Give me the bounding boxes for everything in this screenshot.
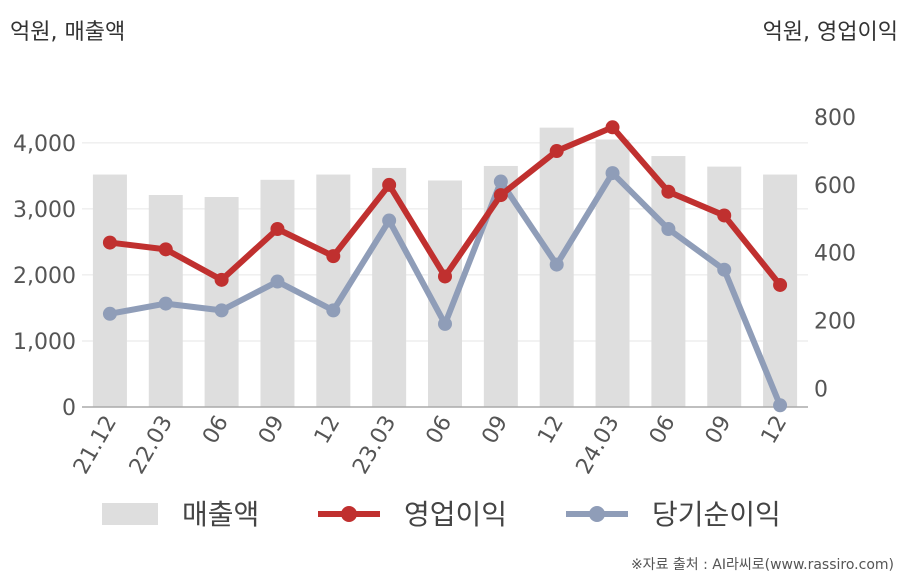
legend-label: 당기순이익	[652, 498, 781, 531]
net-income-point	[717, 262, 732, 277]
legend: 매출액 영업이익 당기순이익	[102, 498, 781, 531]
right-tick-label: 200	[814, 310, 856, 335]
operating-profit-point	[382, 177, 397, 192]
revenue-bar	[707, 166, 742, 407]
legend-marker	[589, 506, 605, 522]
operating-profit-point	[326, 249, 341, 264]
revenue-bar	[92, 174, 127, 407]
net-income-point	[102, 306, 117, 321]
x-tick-label: 12	[757, 412, 793, 449]
x-tick-label: 09	[477, 412, 513, 449]
x-tick-label: 22.03	[125, 412, 178, 479]
net-income-point	[158, 296, 173, 311]
x-tick-label: 06	[198, 412, 234, 449]
x-tick-label: 06	[422, 412, 458, 449]
operating-profit-point	[773, 277, 788, 292]
right-tick-label: 600	[814, 174, 856, 199]
left-tick-label: 4,000	[13, 132, 76, 157]
left-axis-unit-label: 억원, 매출액	[10, 20, 126, 45]
net-income-point	[493, 174, 508, 189]
legend-item: 매출액	[102, 498, 259, 531]
right-axis-unit-label: 억원, 영업이익	[762, 20, 898, 45]
legend-item: 당기순이익	[566, 498, 781, 531]
x-tick-label: 09	[254, 412, 290, 449]
net-income-point	[438, 316, 452, 331]
operating-profit-point	[214, 272, 229, 287]
left-tick-label: 3,000	[13, 198, 76, 223]
x-tick-label: 21.12	[69, 412, 122, 479]
legend-label: 매출액	[182, 498, 259, 531]
net-income-point	[270, 274, 285, 289]
net-income-point	[605, 166, 620, 181]
operating-profit-point	[717, 208, 732, 223]
x-tick-label: 23.03	[348, 412, 401, 479]
x-tick-label: 12	[533, 412, 569, 449]
operating-profit-point	[270, 222, 285, 237]
source-text: ※자료 출처 : AI라씨로(www.rassiro.com)	[630, 557, 894, 573]
operating-profit-point	[493, 188, 508, 203]
operating-profit-point	[438, 269, 452, 284]
net-income-point	[773, 398, 788, 413]
legend-swatch	[102, 503, 158, 525]
x-tick-label: 12	[310, 412, 346, 449]
revenue-bar	[260, 179, 295, 407]
x-tick-label: 06	[645, 412, 681, 449]
net-income-point	[214, 303, 229, 318]
x-tick-label: 24.03	[572, 412, 625, 479]
profit-lines	[102, 120, 788, 413]
legend-item: 영업이익	[318, 498, 507, 531]
net-income-point	[326, 303, 341, 318]
net-income-point	[661, 222, 676, 237]
net-income-point	[382, 213, 397, 228]
operating-profit-point	[102, 235, 117, 250]
x-tick-label: 09	[701, 412, 737, 449]
right-tick-label: 800	[814, 106, 856, 131]
right-tick-label: 400	[814, 242, 856, 267]
operating-profit-point	[549, 144, 564, 159]
operating-profit-point	[661, 184, 676, 199]
legend-label: 영업이익	[404, 498, 507, 531]
left-tick-label: 1,000	[13, 330, 76, 355]
legend-marker	[341, 506, 357, 522]
left-tick-label: 2,000	[13, 264, 76, 289]
operating-profit-point	[158, 242, 173, 257]
left-tick-label: 0	[62, 396, 76, 421]
operating-profit-point	[605, 120, 620, 135]
net-income-point	[549, 257, 564, 272]
right-tick-label: 0	[814, 377, 828, 402]
